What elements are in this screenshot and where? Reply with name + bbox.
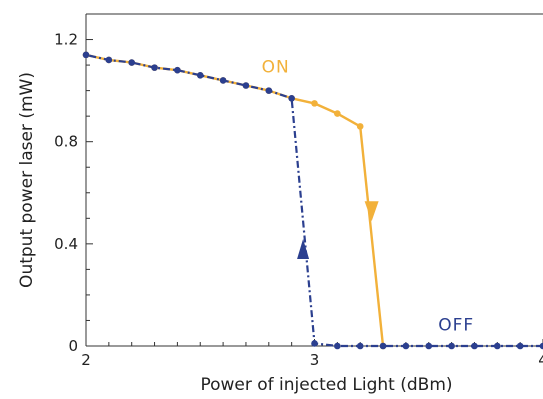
data-point-off bbox=[379, 342, 387, 350]
data-point-off bbox=[128, 59, 135, 66]
data-point-on bbox=[311, 100, 318, 107]
data-point-off bbox=[242, 82, 250, 89]
y-tick-label: 0.8 bbox=[54, 133, 78, 151]
data-point-off bbox=[494, 342, 501, 350]
series-line-off bbox=[85, 53, 543, 348]
x-tick-label: 2 bbox=[81, 351, 91, 369]
data-point-off bbox=[219, 77, 227, 84]
x-tick-label: 3 bbox=[310, 351, 320, 369]
y-axis-label: Output power laser (mW) bbox=[17, 72, 37, 288]
annotation-on: ON bbox=[262, 58, 290, 78]
data-point-off bbox=[174, 66, 181, 74]
data-point-off bbox=[105, 56, 113, 64]
annotation-off: OFF bbox=[438, 316, 474, 336]
data-point-off bbox=[265, 87, 273, 94]
data-point-off bbox=[448, 342, 455, 350]
data-point-off bbox=[516, 342, 524, 350]
data-point-off bbox=[471, 342, 478, 350]
data-point-off bbox=[356, 342, 364, 350]
data-point-off bbox=[311, 340, 318, 347]
arrow-down-icon bbox=[364, 201, 379, 222]
y-tick-label: 1.2 bbox=[54, 31, 78, 49]
data-point-off bbox=[402, 342, 410, 350]
y-tick-label: 0.4 bbox=[54, 235, 78, 253]
data-point-on bbox=[334, 110, 341, 117]
y-tick-label: 0 bbox=[68, 337, 78, 355]
data-point-off bbox=[425, 342, 433, 350]
arrow-up-icon bbox=[297, 238, 310, 259]
data-point-off bbox=[288, 94, 295, 102]
data-point-off bbox=[334, 342, 341, 350]
series-line-on bbox=[85, 53, 385, 347]
data-point-off bbox=[151, 64, 158, 71]
data-point-off bbox=[82, 51, 90, 59]
data-point-off bbox=[539, 342, 543, 350]
data-point-off bbox=[196, 71, 204, 79]
x-axis-label: Power of injected Light (dBm) bbox=[200, 375, 452, 395]
x-tick-label: 4 bbox=[538, 351, 543, 369]
data-point-on bbox=[356, 123, 364, 130]
